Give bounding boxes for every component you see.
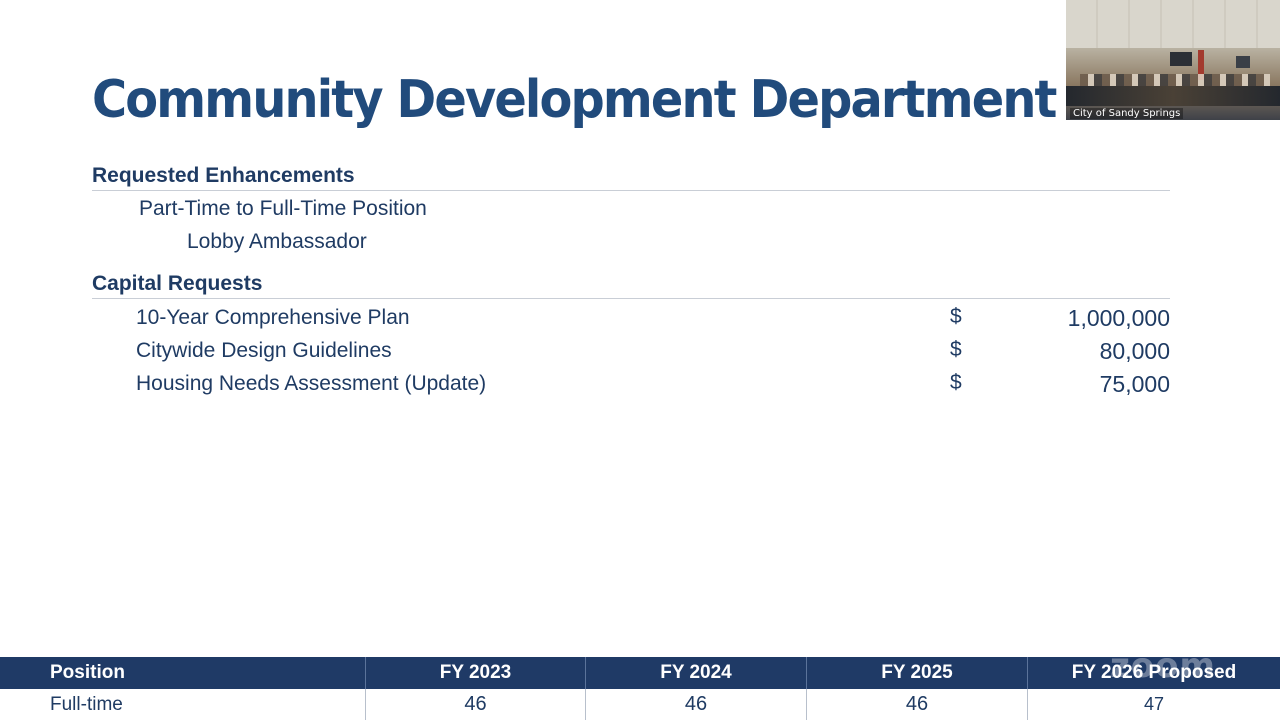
capital-item-label: Citywide Design Guidelines [136,339,392,362]
capital-heading: Capital Requests [92,272,1170,299]
header-fy2025: FY 2025 [807,657,1028,689]
webcam-label: City of Sandy Springs [1070,108,1184,119]
capital-item-currency: $ [950,371,962,394]
capital-item-label: Housing Needs Assessment (Update) [136,372,487,395]
slide-title: Community Development Department [92,70,1057,130]
flag-image [1198,50,1204,80]
wall-screen-secondary [1236,56,1250,68]
row-value-fy2026: 47 [1143,694,1165,714]
positions-table-header: Position FY 2023 FY 2024 FY 2025 FY 2026… [0,657,1280,689]
capital-item-amount: 1,000,000 [1067,305,1170,331]
capital-item-currency: $ [950,338,962,361]
enhancements-heading: Requested Enhancements [92,164,1170,191]
wall-screen [1170,52,1192,66]
positions-table: Position FY 2023 FY 2024 FY 2025 FY 2026… [0,657,1280,720]
capital-item-currency: $ [950,305,962,328]
enhancement-item: Lobby Ambassador [187,230,367,253]
row-label: Full-time [0,689,366,720]
header-fy2023: FY 2023 [366,657,586,689]
header-fy2024: FY 2024 [586,657,807,689]
row-value-fy2025: 46 [807,689,1028,720]
row-value-fy2024: 46 [586,689,807,720]
webcam-thumbnail[interactable]: City of Sandy Springs [1066,0,1280,120]
dais-image [1066,86,1280,106]
ceiling-image [1066,0,1280,48]
capital-item-label: 10-Year Comprehensive Plan [136,306,410,329]
table-row: Full-time 46 46 46 47 [0,689,1280,720]
capital-item-amount: 75,000 [1099,371,1170,397]
row-value-fy2023: 46 [366,689,586,720]
header-position: Position [0,657,366,689]
capital-item-amount: 80,000 [1099,338,1170,364]
enhancement-item: Part-Time to Full-Time Position [139,197,427,220]
zoom-watermark: zoom [1110,646,1216,686]
header-fy2026-proposed: FY 2026 Proposed [1071,662,1237,683]
